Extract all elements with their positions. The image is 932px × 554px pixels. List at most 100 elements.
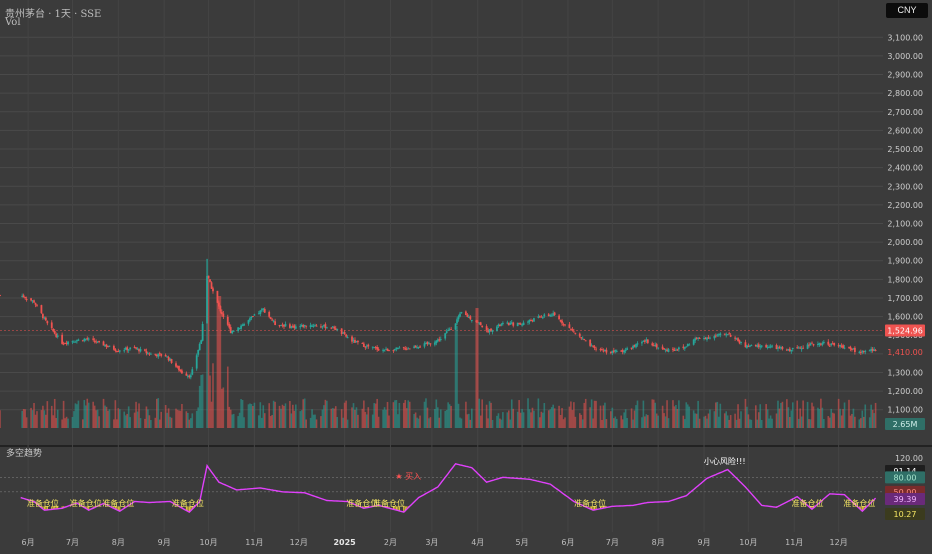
candle-body: [839, 345, 842, 347]
osc-value-39-bg: [885, 492, 925, 505]
volume-bar: [398, 402, 401, 428]
volume-bar: [459, 417, 461, 428]
candle-body: [760, 345, 763, 347]
volume-bar: [343, 402, 346, 428]
candle-body: [92, 338, 95, 340]
candle-body: [467, 316, 470, 318]
candle-body: [210, 282, 213, 289]
volume-bar: [312, 414, 315, 428]
candle-body: [676, 349, 679, 351]
volume-bar: [263, 413, 266, 428]
volume-bar: [87, 402, 90, 428]
candle-body: [145, 351, 148, 354]
candle-body: [361, 342, 364, 344]
candle-body: [36, 304, 38, 306]
oscillator-title: 多空趋势: [6, 447, 42, 459]
volume-bar: [657, 415, 659, 428]
volume-bar: [734, 413, 736, 428]
candle-body: [561, 320, 563, 324]
osc-annotation-label: 准备仓位: [70, 498, 102, 508]
volume-bar: [334, 406, 337, 428]
candle-body: [717, 334, 720, 336]
volume-bar: [518, 400, 520, 428]
volume-bar: [686, 404, 689, 428]
candle-body: [314, 325, 316, 327]
volume-bar: [145, 406, 148, 428]
volume-bar: [512, 408, 515, 428]
volume-bar: [615, 418, 618, 428]
volume-bar: [198, 385, 201, 428]
candle-body: [728, 333, 731, 335]
candle-body: [414, 345, 417, 348]
volume-bar: [200, 374, 202, 428]
candle-body: [294, 326, 297, 329]
volume-bar: [488, 401, 491, 428]
candle-body: [179, 369, 182, 372]
volume-bar: [25, 417, 28, 428]
candle-body: [303, 324, 306, 327]
candle-body: [290, 326, 293, 329]
candle-body: [655, 344, 658, 348]
volume-bar: [428, 418, 430, 428]
candle-body: [340, 328, 343, 335]
candle-body: [53, 330, 56, 334]
volume-bar: [377, 416, 380, 428]
volume-bar: [169, 416, 171, 428]
candle-body: [323, 324, 325, 326]
candle-body: [148, 353, 151, 355]
candle-body: [570, 328, 572, 330]
candle-body: [448, 329, 451, 331]
volume-bar: [706, 418, 708, 428]
candle-body: [238, 327, 241, 329]
volume-bar: [395, 399, 398, 428]
volume-bar: [346, 419, 349, 428]
candle-body: [201, 323, 204, 341]
volume-bar: [542, 412, 544, 428]
volume-bar: [605, 419, 608, 428]
candle-body: [272, 320, 275, 322]
candle-body: [30, 298, 32, 301]
candle-body: [581, 338, 584, 340]
volume-bar: [790, 410, 793, 428]
volume-bar: [636, 400, 639, 428]
volume-bar: [831, 412, 834, 428]
x-tick-label: 12月: [290, 538, 308, 547]
candle-body: [788, 348, 791, 352]
candle-body: [673, 350, 676, 352]
volume-bar: [323, 405, 325, 428]
volume-bar: [258, 415, 260, 428]
volume-bar: [191, 413, 194, 428]
candle-body: [392, 350, 395, 352]
currency-button[interactable]: CNY: [886, 3, 928, 18]
candle-body: [333, 326, 336, 329]
candle-body: [605, 349, 608, 353]
candle-body: [682, 346, 685, 348]
candle-body: [704, 338, 707, 340]
candle-body: [754, 344, 757, 347]
volume-bar: [800, 416, 803, 428]
last-price-label-bg: [885, 324, 925, 337]
candle-body: [22, 295, 25, 298]
volume-bar: [635, 405, 637, 428]
candle-body: [683, 347, 686, 349]
candle-body: [871, 348, 874, 352]
volume-bar: [86, 398, 89, 428]
volume-bar: [241, 399, 244, 428]
volume-bar: [507, 410, 510, 428]
x-tick-label: 5月: [516, 538, 529, 547]
volume-bar: [611, 407, 614, 428]
candle-body: [95, 341, 98, 343]
candle-body: [808, 344, 810, 346]
candle-body: [93, 340, 96, 342]
candle-body: [831, 343, 834, 345]
candle-body: [158, 353, 161, 355]
volume-bar: [497, 413, 500, 428]
candle-body: [723, 333, 726, 335]
candle-body: [614, 350, 617, 352]
candle-body: [604, 349, 606, 352]
candle-body: [645, 339, 648, 342]
candle-body: [726, 334, 729, 336]
candle-body: [325, 327, 328, 329]
